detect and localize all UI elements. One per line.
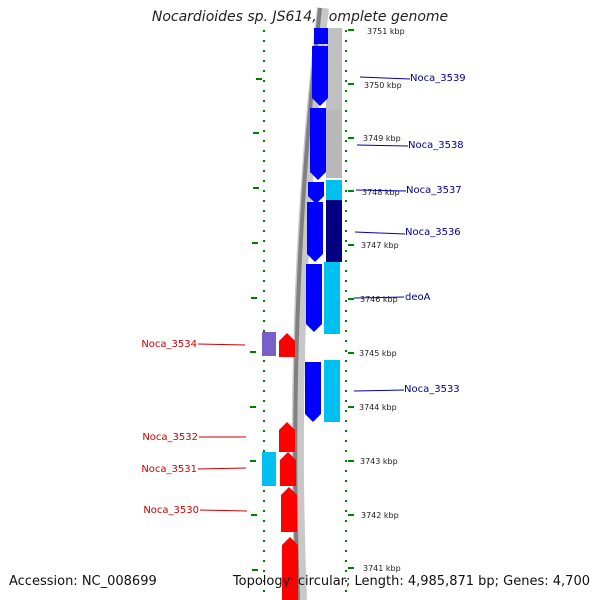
kbp-label: 3741 kbp — [363, 564, 401, 573]
label-leader — [354, 231, 406, 235]
gene-block-blue[interactable] — [314, 28, 328, 44]
gene-block-red[interactable] — [279, 333, 295, 357]
accession-text: Accession: NC_008699 — [9, 574, 157, 589]
gene-block-blue[interactable] — [306, 264, 322, 332]
gene-block-gray[interactable] — [326, 110, 342, 178]
gene-label-noca-3531[interactable]: Noca_3531 — [141, 464, 197, 475]
genome-summary: Topology: circular; Length: 4,985,871 bp… — [232, 574, 590, 589]
gene-block-purple[interactable] — [262, 332, 276, 356]
kbp-label: 3748 kbp — [362, 188, 400, 197]
gene-block-blue[interactable] — [305, 362, 321, 422]
label-leader — [356, 144, 409, 147]
right-ticks — [348, 29, 354, 569]
forward-gene-labels[interactable]: Noca_3539 Noca_3538 Noca_3537 Noca_3536 … — [353, 73, 466, 395]
kbp-label: 3749 kbp — [363, 134, 401, 143]
genome-title: Nocardioides sp. JS614, complete genome — [151, 9, 449, 25]
gene-block-cyan[interactable] — [324, 360, 340, 422]
label-leader — [353, 296, 405, 299]
gene-block-blue[interactable] — [312, 46, 328, 106]
gene-block-red[interactable] — [281, 487, 297, 532]
gene-block-blue[interactable] — [310, 108, 326, 180]
kbp-label: 3746 kbp — [360, 295, 398, 304]
gene-block-cyan[interactable] — [262, 452, 276, 486]
kbp-scale: 3751 kbp 3750 kbp 3749 kbp 3748 kbp 3747… — [359, 27, 405, 573]
left-ticks — [250, 78, 262, 571]
label-leader — [199, 509, 248, 512]
label-leader — [355, 189, 407, 192]
gene-block-navy[interactable] — [326, 200, 342, 262]
gene-label-deoa[interactable]: deoA — [405, 292, 431, 303]
label-leader — [197, 467, 247, 470]
kbp-label: 3751 kbp — [367, 27, 405, 36]
kbp-label: 3747 kbp — [361, 241, 399, 250]
gene-label-noca-3532[interactable]: Noca_3532 — [142, 432, 198, 443]
gene-block-red[interactable] — [279, 422, 295, 452]
gene-block-blue[interactable] — [307, 202, 323, 262]
gene-label-noca-3539[interactable]: Noca_3539 — [410, 73, 466, 84]
gene-block-blue[interactable] — [308, 182, 324, 204]
gene-block-cyan[interactable] — [326, 180, 342, 202]
label-leader — [353, 389, 405, 392]
kbp-label: 3745 kbp — [359, 349, 397, 358]
gene-label-noca-3530[interactable]: Noca_3530 — [143, 505, 199, 516]
label-leader — [359, 76, 411, 80]
gene-label-noca-3536[interactable]: Noca_3536 — [405, 227, 461, 238]
reverse-gene-labels[interactable]: Noca_3534 Noca_3532 Noca_3531 Noca_3530 — [141, 339, 248, 516]
gene-block-gray[interactable] — [326, 28, 342, 110]
kbp-label: 3742 kbp — [361, 511, 399, 520]
kbp-label: 3750 kbp — [364, 81, 402, 90]
gene-block-red[interactable] — [280, 452, 296, 486]
label-leader — [197, 343, 246, 346]
gene-label-noca-3537[interactable]: Noca_3537 — [406, 185, 462, 196]
gene-label-noca-3534[interactable]: Noca_3534 — [141, 339, 197, 350]
gene-block-cyan[interactable] — [324, 262, 340, 334]
gene-block-red[interactable] — [282, 537, 298, 600]
kbp-label: 3743 kbp — [360, 457, 398, 466]
kbp-label: 3744 kbp — [359, 403, 397, 412]
gene-label-noca-3533[interactable]: Noca_3533 — [404, 384, 460, 395]
gene-label-noca-3538[interactable]: Noca_3538 — [408, 140, 464, 151]
